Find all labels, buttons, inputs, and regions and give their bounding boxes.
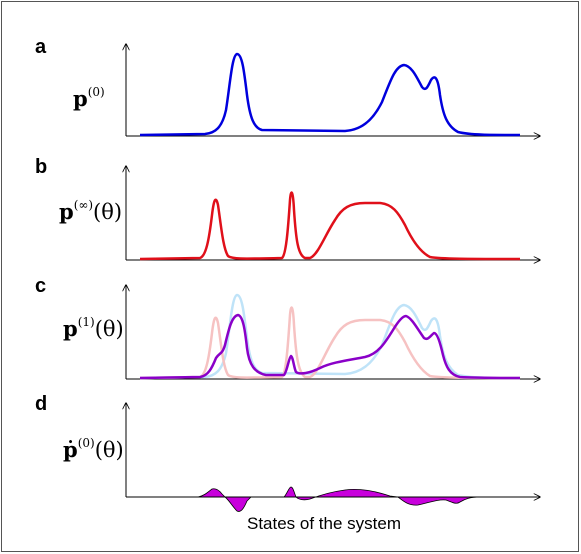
ylabel-a-sup: (0) [88,85,105,99]
ylabel-b-arg: (θ) [93,200,122,224]
ylabel-b: p(∞)(θ) [59,198,122,224]
ylabel-c-sup: (1) [78,315,95,329]
ylabel-d-main: ṗ [63,437,78,462]
ylabel-c-main: p [63,316,78,341]
ylabel-c: p(1)(θ) [63,315,124,341]
curve-p1 [139,313,521,380]
x-axis-caption: States of the system [247,514,401,533]
ylabel-d: ṗ(0)(θ) [63,436,124,462]
panel-letter-d: d [35,393,47,415]
panel-b: b p(∞)(θ) [35,156,540,260]
curve-p0 [139,52,521,137]
ylabel-a-main: p [73,86,88,111]
curve-pinf [139,191,521,261]
ylabel-b-sup: (∞) [74,198,93,212]
panel-letter-a: a [35,36,47,58]
panel-c: c p(1)(θ) [35,275,540,379]
panel-letter-c: c [35,275,46,297]
curve-pinf-faded [139,306,521,380]
ylabel-b-main: p [59,199,74,224]
panel-letter-b: b [35,156,47,178]
ylabel-a: p(0) [73,85,105,111]
panel-d: d ṗ(0)(θ) [35,393,540,512]
ylabel-d-sup: (0) [78,436,95,450]
panel-a: a p(0) [35,36,540,136]
ylabel-d-arg: (θ) [95,438,124,462]
derivative-fill [139,486,521,512]
ylabel-c-arg: (θ) [95,317,124,341]
